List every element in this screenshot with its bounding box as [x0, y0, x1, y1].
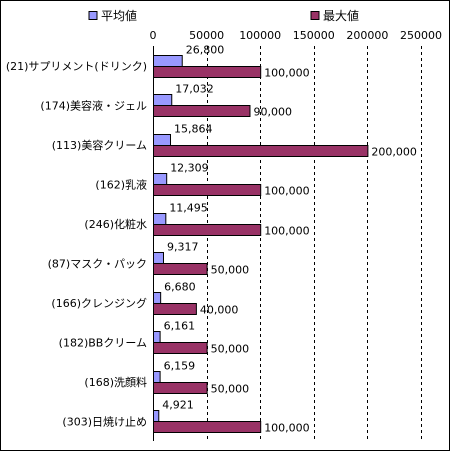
bar-average — [153, 173, 168, 185]
category-label: (162)乳液 — [95, 177, 147, 191]
data-label: 90,000 — [253, 106, 291, 119]
data-label: 6,680 — [164, 281, 196, 294]
data-label: 6,161 — [164, 320, 196, 333]
data-label: 9,317 — [167, 241, 199, 254]
labels: (21)サプリメント(ドリンク) 26,800 100,000 (174)美容液・ジェ… — [6, 44, 417, 435]
legend-label: 平均値 — [101, 8, 137, 23]
x-tick-label: 50000 — [189, 29, 224, 42]
data-label: 50,000 — [211, 264, 250, 277]
x-tick-label: 100000 — [239, 29, 281, 42]
legend-swatch — [310, 11, 320, 20]
bar-average — [153, 331, 161, 343]
x-tick-label: 0 — [150, 29, 157, 42]
bar-average — [153, 371, 161, 383]
category-label: (166)クレンジング — [51, 296, 147, 310]
bar-maximum — [153, 263, 208, 275]
data-label: 100,000 — [264, 422, 310, 435]
bar-maximum — [153, 66, 262, 78]
data-label: 50,000 — [211, 343, 250, 356]
legend-swatch — [88, 11, 98, 20]
data-label: 6,159 — [164, 360, 196, 373]
bar-average — [153, 252, 164, 264]
bar-average — [153, 134, 172, 146]
category-label: (21)サプリメント(ドリンク) — [6, 60, 147, 73]
data-label: 200,000 — [371, 146, 417, 159]
category-label: (182)BBクリーム — [59, 336, 147, 349]
bar-maximum — [153, 184, 262, 196]
bar-maximum — [153, 105, 251, 117]
data-label: 50,000 — [211, 383, 250, 396]
x-tick-label: 200000 — [346, 29, 388, 42]
bars — [153, 55, 369, 433]
bar-average — [153, 410, 160, 422]
category-label: (168)洗顔料 — [84, 375, 147, 389]
data-label: 100,000 — [264, 67, 310, 80]
category-label: (113)美容クリーム — [52, 138, 147, 152]
bar-average — [153, 94, 173, 106]
bar-average — [153, 55, 183, 67]
category-label: (246)化粧水 — [84, 217, 147, 231]
bar-average — [153, 292, 162, 304]
bar-maximum — [153, 303, 197, 315]
category-label: (87)マスク・パック — [48, 257, 147, 270]
legend-label: 最大値 — [323, 8, 359, 23]
bar-maximum — [153, 224, 262, 236]
data-label: 26,800 — [186, 44, 225, 57]
category-label: (174)美容液・ジェル — [40, 98, 147, 112]
data-label: 40,000 — [200, 304, 239, 317]
data-label: 15,864 — [174, 123, 213, 136]
data-label: 12,309 — [170, 162, 209, 175]
x-tick-label: 150000 — [293, 29, 335, 42]
bar-maximum — [153, 145, 369, 157]
legend: 平均値 最大値 — [88, 8, 359, 23]
x-tick-label: 250000 — [400, 29, 442, 42]
data-label: 11,495 — [169, 202, 208, 215]
bar-average — [153, 213, 167, 225]
data-label: 100,000 — [264, 185, 310, 198]
bar-maximum — [153, 382, 208, 394]
bar-maximum — [153, 421, 262, 433]
data-label: 4,921 — [162, 399, 194, 412]
category-label: (303)日焼け止め — [62, 415, 147, 428]
data-label: 17,032 — [175, 83, 214, 96]
bar-maximum — [153, 342, 208, 354]
x-axis: 0 50000 100000 150000 200000 250000 — [150, 29, 442, 441]
data-label: 100,000 — [264, 225, 310, 238]
